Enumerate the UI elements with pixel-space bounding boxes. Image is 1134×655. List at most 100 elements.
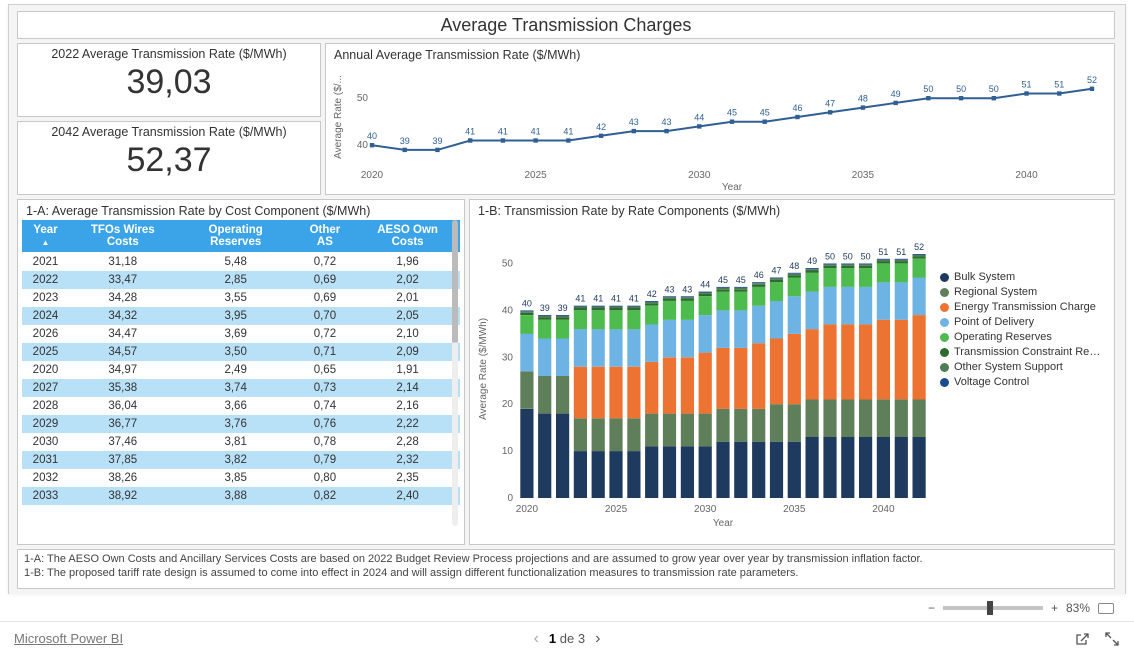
table-header[interactable]: Year ▲ <box>22 220 69 253</box>
page-title: Average Transmission Charges <box>441 15 692 35</box>
table-cell: 2,09 <box>355 343 460 361</box>
table-row[interactable]: 203137,853,820,792,32 <box>22 451 460 469</box>
table-cell: 2020 <box>22 361 69 379</box>
table-row[interactable]: 202334,283,550,692,01 <box>22 289 460 307</box>
report-canvas: Average Transmission Charges 2022 Averag… <box>8 4 1126 594</box>
line-chart-title: Annual Average Transmission Rate ($/MWh) <box>334 48 1106 62</box>
page-indicator: 1 de 3 <box>549 631 585 646</box>
table-row[interactable]: 203338,923,880,822,40 <box>22 487 460 505</box>
bar-chart-rate-components[interactable]: 1-B: Transmission Rate by Rate Component… <box>469 199 1115 545</box>
table-cell: 2,10 <box>355 325 460 343</box>
svg-text:Year: Year <box>713 518 734 529</box>
svg-text:47: 47 <box>825 98 835 108</box>
kpi-2022-value: 39,03 <box>18 61 320 103</box>
table-cell: 34,57 <box>69 343 177 361</box>
table-cell: 31,18 <box>69 253 177 272</box>
legend-item[interactable]: Voltage Control <box>940 376 1104 388</box>
kpi-2022-rate[interactable]: 2022 Average Transmission Rate ($/MWh) 3… <box>17 43 321 117</box>
share-icon[interactable] <box>1074 631 1090 647</box>
table-cell: 0,65 <box>295 361 356 379</box>
table-header[interactable]: Other AS <box>295 220 356 253</box>
fullscreen-icon[interactable] <box>1104 631 1120 647</box>
table-row[interactable]: 202936,773,760,762,22 <box>22 415 460 433</box>
table-cell: 2025 <box>22 343 69 361</box>
svg-text:43: 43 <box>662 117 672 127</box>
table-cell: 0,78 <box>295 433 356 451</box>
table-row[interactable]: 202034,972,490,651,91 <box>22 361 460 379</box>
svg-text:43: 43 <box>664 284 674 294</box>
zoom-slider[interactable] <box>943 606 1043 610</box>
legend-item[interactable]: Other System Support <box>940 361 1104 373</box>
table-scroll[interactable]: Year ▲TFOs Wires CostsOperating Reserves… <box>22 220 460 526</box>
table-cell: 3,82 <box>177 451 295 469</box>
prev-page-button[interactable]: ‹ <box>534 630 539 648</box>
table-cell: 5,48 <box>177 253 295 272</box>
svg-text:49: 49 <box>807 256 817 266</box>
table-cell: 2,85 <box>177 271 295 289</box>
table-row[interactable]: 202634,473,690,722,10 <box>22 325 460 343</box>
table-cell: 35,38 <box>69 379 177 397</box>
svg-text:41: 41 <box>575 294 585 304</box>
line-chart-annual-rate[interactable]: Annual Average Transmission Rate ($/MWh)… <box>325 43 1115 195</box>
svg-text:43: 43 <box>629 117 639 127</box>
legend-item[interactable]: Transmission Constraint Rebalanci... <box>940 346 1104 358</box>
table-cell: 34,28 <box>69 289 177 307</box>
svg-text:41: 41 <box>498 127 508 137</box>
fit-to-page-icon[interactable] <box>1098 603 1114 614</box>
table-header[interactable]: Operating Reserves <box>177 220 295 253</box>
svg-text:41: 41 <box>611 294 621 304</box>
table-row[interactable]: 203238,263,850,802,35 <box>22 469 460 487</box>
table-cell: 3,66 <box>177 397 295 415</box>
table-1a-cost-components[interactable]: 1-A: Average Transmission Rate by Cost C… <box>17 199 465 545</box>
table-row[interactable]: 202735,383,740,732,14 <box>22 379 460 397</box>
table-cell: 0,70 <box>295 307 356 325</box>
next-page-button[interactable]: › <box>595 630 600 648</box>
svg-text:42: 42 <box>596 122 606 132</box>
zoom-out-button[interactable]: − <box>928 601 935 615</box>
svg-text:10: 10 <box>502 446 514 457</box>
table-cell: 0,71 <box>295 343 356 361</box>
svg-text:51: 51 <box>878 247 888 257</box>
table-row[interactable]: 202534,573,500,712,09 <box>22 343 460 361</box>
legend-item[interactable]: Energy Transmission Charge <box>940 301 1104 313</box>
table-row[interactable]: 203037,463,810,782,28 <box>22 433 460 451</box>
table-row[interactable]: 202131,185,480,721,96 <box>22 253 460 272</box>
table-row[interactable]: 202233,472,850,692,02 <box>22 271 460 289</box>
table-cell: 34,97 <box>69 361 177 379</box>
table-cell: 37,46 <box>69 433 177 451</box>
legend-item[interactable]: Point of Delivery <box>940 316 1104 328</box>
svg-text:50: 50 <box>843 252 853 262</box>
table-cell: 2,02 <box>355 271 460 289</box>
table-cell: 2027 <box>22 379 69 397</box>
svg-text:2025: 2025 <box>605 504 628 515</box>
svg-text:40: 40 <box>357 140 369 151</box>
svg-text:48: 48 <box>789 261 799 271</box>
table-cell: 2,01 <box>355 289 460 307</box>
table-header[interactable]: TFOs Wires Costs <box>69 220 177 253</box>
svg-text:52: 52 <box>914 242 924 252</box>
table-row[interactable]: 202434,323,950,702,05 <box>22 307 460 325</box>
table-header[interactable]: AESO Own Costs <box>355 220 460 253</box>
legend-item[interactable]: Bulk System <box>940 271 1104 283</box>
svg-text:51: 51 <box>896 247 906 257</box>
powerbi-brand-link[interactable]: Microsoft Power BI <box>14 631 123 646</box>
svg-text:50: 50 <box>502 258 514 269</box>
table-cell: 2,22 <box>355 415 460 433</box>
legend-item[interactable]: Operating Reserves <box>940 331 1104 343</box>
table-cell: 3,76 <box>177 415 295 433</box>
svg-text:47: 47 <box>771 266 781 276</box>
table-cell: 3,95 <box>177 307 295 325</box>
legend-item[interactable]: Regional System <box>940 286 1104 298</box>
table-cell: 3,81 <box>177 433 295 451</box>
table-row[interactable]: 202836,043,660,742,16 <box>22 397 460 415</box>
kpi-2042-rate[interactable]: 2042 Average Transmission Rate ($/MWh) 5… <box>17 121 321 195</box>
footnotes-panel: 1-A: The AESO Own Costs and Ancillary Se… <box>17 549 1115 589</box>
svg-text:44: 44 <box>700 280 710 290</box>
svg-text:45: 45 <box>727 108 737 118</box>
svg-text:40: 40 <box>367 131 377 141</box>
zoom-in-button[interactable]: + <box>1051 601 1058 615</box>
svg-text:51: 51 <box>1054 80 1064 90</box>
svg-text:50: 50 <box>923 84 933 94</box>
svg-text:41: 41 <box>593 294 603 304</box>
page-navigator: ‹ 1 de 3 › <box>534 630 601 648</box>
